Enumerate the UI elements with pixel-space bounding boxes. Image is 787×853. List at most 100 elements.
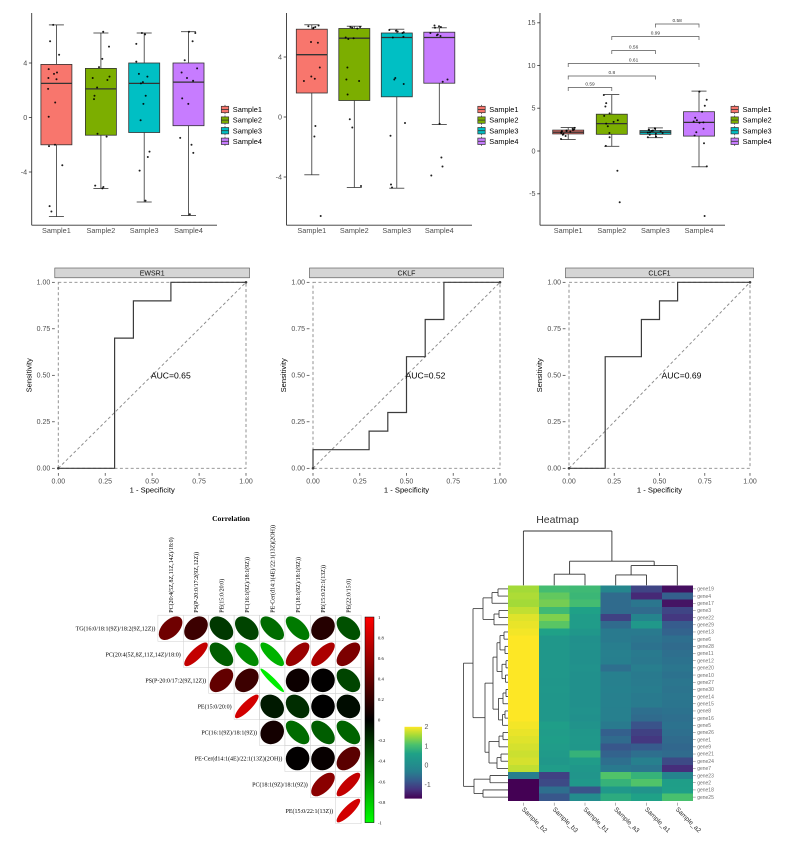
svg-text:gene20: gene20 [697,666,714,672]
svg-text:0.00: 0.00 [562,479,576,486]
svg-text:Sample3: Sample3 [743,126,772,135]
svg-text:Sample2: Sample2 [233,116,262,125]
svg-text:AUC=0.69: AUC=0.69 [662,370,702,380]
svg-text:Sample3: Sample3 [233,126,262,135]
svg-text:gene29: gene29 [697,622,714,628]
svg-text:0: 0 [378,718,381,723]
svg-text:Sample2: Sample2 [743,116,772,125]
svg-text:0.00: 0.00 [547,466,561,473]
svg-text:1.00: 1.00 [743,479,757,486]
svg-text:gene18: gene18 [697,788,714,794]
svg-text:1 - Specificity: 1 - Specificity [130,486,175,495]
svg-text:gene4: gene4 [697,594,711,600]
svg-text:1.00: 1.00 [291,280,305,287]
svg-text:0.8: 0.8 [608,70,615,76]
svg-text:0.75: 0.75 [547,326,561,333]
svg-text:gene30: gene30 [697,687,714,693]
svg-text:PE(15:0/20:0): PE(15:0/20:0) [219,579,226,613]
svg-text:PE-Cer(d14:1(4E)/22:1(13Z)(2OH: PE-Cer(d14:1(4E)/22:1(13Z)(2OH)) [195,756,283,763]
svg-text:-5: -5 [529,189,535,198]
svg-text:gene19: gene19 [697,587,714,593]
svg-text:5: 5 [532,104,536,113]
svg-text:0.25: 0.25 [547,419,561,426]
svg-text:gene27: gene27 [697,680,714,686]
svg-text:PE-Cer(d14:1(4E)/22:1(13Z)(2OH: PE-Cer(d14:1(4E)/22:1(13Z)(2OH)) [269,525,276,613]
svg-text:0.25: 0.25 [353,479,367,486]
svg-text:TG(16:0/18:1(9Z)/18:2(9Z,12Z)): TG(16:0/18:1(9Z)/18:2(9Z,12Z)) [76,625,156,632]
svg-text:PE(15:0/20:0): PE(15:0/20:0) [198,704,232,711]
svg-text:gene13: gene13 [697,630,714,636]
svg-text:PE(22:0/15:0): PE(22:0/15:0) [346,579,353,613]
svg-text:PC(20:4(5Z,8Z,11Z,14Z)/18:0): PC(20:4(5Z,8Z,11Z,14Z)/18:0) [106,652,181,659]
svg-text:0.99: 0.99 [651,31,661,37]
svg-text:AUC=0.52: AUC=0.52 [406,370,446,380]
svg-text:-0.8: -0.8 [378,800,386,805]
svg-text:Sample3: Sample3 [130,226,159,235]
svg-text:0: 0 [23,113,27,122]
svg-text:0.61: 0.61 [629,58,639,64]
svg-text:0.50: 0.50 [291,373,305,380]
svg-text:Sample2: Sample2 [597,226,626,235]
svg-text:Sample2: Sample2 [489,116,518,125]
svg-text:PE(15:0/22:1(13Z)): PE(15:0/22:1(13Z)) [320,565,327,613]
svg-text:PC(16:1(9Z)/18:1(9Z)): PC(16:1(9Z)/18:1(9Z)) [201,730,257,737]
svg-text:PC(18:1(9Z)/18:1(9Z)): PC(18:1(9Z)/18:1(9Z)) [295,557,302,613]
svg-text:gene25: gene25 [697,795,714,801]
svg-text:-4: -4 [276,172,282,181]
svg-text:Correlation: Correlation [212,514,251,523]
svg-text:Sample4: Sample4 [233,137,262,146]
svg-text:0.00: 0.00 [37,466,51,473]
svg-text:1.00: 1.00 [37,280,51,287]
svg-text:0.4: 0.4 [378,677,384,682]
svg-text:0.25: 0.25 [37,419,51,426]
svg-text:-4: -4 [21,167,27,176]
svg-text:gene6: gene6 [697,637,711,643]
svg-text:2: 2 [425,724,429,731]
svg-text:Sample3: Sample3 [382,226,411,235]
svg-text:0.6: 0.6 [378,656,384,661]
svg-text:0.2: 0.2 [378,697,384,702]
svg-text:AUC=0.65: AUC=0.65 [151,370,191,380]
svg-text:gene8: gene8 [697,709,711,715]
svg-text:0.75: 0.75 [291,326,305,333]
svg-text:gene23: gene23 [697,773,714,779]
svg-text:gene11: gene11 [697,651,714,657]
svg-text:Sample3: Sample3 [489,126,518,135]
svg-text:0.25: 0.25 [607,479,621,486]
svg-text:gene9: gene9 [697,745,711,751]
svg-text:PC(16:1(9Z)/18:1(9Z)): PC(16:1(9Z)/18:1(9Z)) [244,557,251,613]
svg-text:gene28: gene28 [697,644,714,650]
svg-text:Sensitivity: Sensitivity [535,358,544,392]
svg-text:0.56: 0.56 [629,45,639,51]
svg-text:0.50: 0.50 [145,479,159,486]
svg-text:Sample4: Sample4 [743,137,772,146]
svg-text:0.50: 0.50 [547,373,561,380]
svg-text:-1: -1 [425,782,431,789]
svg-text:gene16: gene16 [697,716,714,722]
svg-text:1 - Specificity: 1 - Specificity [637,486,682,495]
svg-text:gene2: gene2 [697,780,711,786]
svg-text:0: 0 [425,763,429,770]
svg-text:gene1: gene1 [697,737,711,743]
svg-text:10: 10 [528,61,536,70]
svg-text:gene10: gene10 [697,673,714,679]
svg-text:Sample1: Sample1 [297,226,326,235]
svg-text:1: 1 [378,615,381,620]
svg-text:gene12: gene12 [697,658,714,664]
svg-text:0.75: 0.75 [698,479,712,486]
svg-text:0.75: 0.75 [192,479,206,486]
svg-text:PC(20:4(5Z,8Z,11Z,14Z)/18:0): PC(20:4(5Z,8Z,11Z,14Z)/18:0) [168,537,175,612]
svg-text:0.00: 0.00 [291,466,305,473]
svg-text:PS(P-20:0/17:2(9Z,12Z)): PS(P-20:0/17:2(9Z,12Z)) [145,678,206,685]
svg-text:15: 15 [528,18,536,27]
svg-text:1 - Specificity: 1 - Specificity [384,486,429,495]
svg-text:CKLF: CKLF [398,270,416,277]
svg-text:Sample1: Sample1 [743,105,772,114]
svg-text:gene15: gene15 [697,701,714,707]
svg-text:0.25: 0.25 [98,479,112,486]
svg-text:PE(15:0/22:1(13Z)): PE(15:0/22:1(13Z)) [286,808,334,815]
svg-text:Sample1: Sample1 [233,105,262,114]
svg-text:0.75: 0.75 [446,479,460,486]
svg-text:gene5: gene5 [697,723,711,729]
svg-text:0: 0 [532,146,536,155]
